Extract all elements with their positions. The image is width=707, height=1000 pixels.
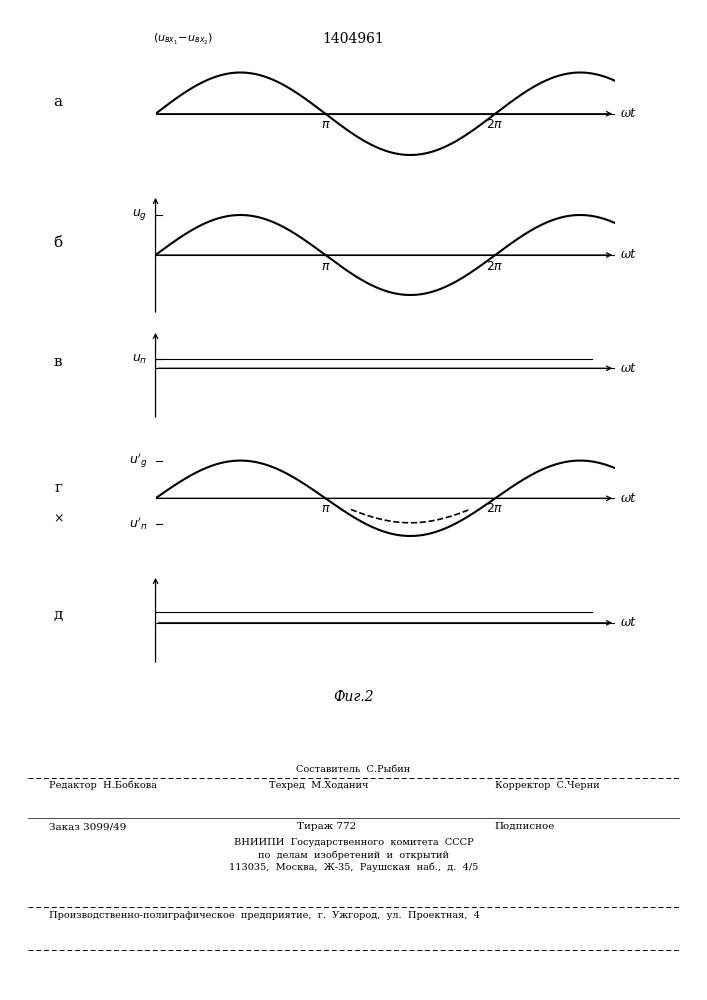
Text: 1404961: 1404961: [322, 32, 385, 46]
Text: $2\pi$: $2\pi$: [486, 260, 504, 273]
Text: $2\pi$: $2\pi$: [486, 118, 504, 131]
Text: Тираж 772: Тираж 772: [297, 822, 356, 831]
Text: $(\mathit{u}_{\mathit{вх}_1}\!-\!\mathit{u}_{\mathit{вх}_2})$: $(\mathit{u}_{\mathit{вх}_1}\!-\!\mathit…: [153, 32, 213, 47]
Text: ωt: ωt: [621, 616, 636, 629]
Text: Производственно-полиграфическое  предприятие,  г.  Ужгород,  ул.  Проектная,  4: Производственно-полиграфическое предприя…: [49, 911, 480, 920]
Text: ωt: ωt: [621, 362, 636, 375]
Text: $\mathit{u}_g$: $\mathit{u}_g$: [132, 208, 148, 223]
Text: ВНИИПИ  Государственного  комитета  СССР: ВНИИПИ Государственного комитета СССР: [234, 838, 473, 847]
Text: Техред  М.Ходанич: Техред М.Ходанич: [269, 781, 368, 790]
Text: $\pi$: $\pi$: [320, 118, 330, 131]
Text: по  делам  изобретений  и  открытий: по делам изобретений и открытий: [258, 850, 449, 859]
Text: д: д: [54, 607, 63, 621]
Text: Корректор  С.Черни: Корректор С.Черни: [495, 781, 600, 790]
Text: ωt: ωt: [621, 492, 636, 505]
Text: Фиг.2: Фиг.2: [333, 690, 374, 704]
Text: $\mathit{u}'_g$: $\mathit{u}'_g$: [129, 451, 148, 470]
Text: б: б: [54, 236, 63, 250]
Text: в: в: [54, 355, 62, 369]
Text: Заказ 3099/49: Заказ 3099/49: [49, 822, 127, 831]
Text: ×: ×: [53, 512, 64, 525]
Text: г: г: [54, 481, 62, 495]
Text: Редактор  Н.Бобкова: Редактор Н.Бобкова: [49, 781, 158, 790]
Text: $2\pi$: $2\pi$: [486, 502, 504, 515]
Text: Составитель  С.Рыбин: Составитель С.Рыбин: [296, 765, 411, 774]
Text: а: а: [54, 96, 63, 109]
Text: $\mathit{u}_п$: $\mathit{u}_п$: [132, 353, 148, 366]
Text: $\mathit{u}'_п$: $\mathit{u}'_п$: [129, 516, 148, 532]
Text: 113035,  Москва,  Ж-35,  Раушская  наб.,  д.  4/5: 113035, Москва, Ж-35, Раушская наб., д. …: [229, 862, 478, 871]
Text: $\pi$: $\pi$: [320, 502, 330, 515]
Text: $\pi$: $\pi$: [320, 260, 330, 273]
Text: Подписное: Подписное: [495, 822, 555, 831]
Text: ωt: ωt: [621, 107, 636, 120]
Text: ωt: ωt: [621, 248, 636, 261]
